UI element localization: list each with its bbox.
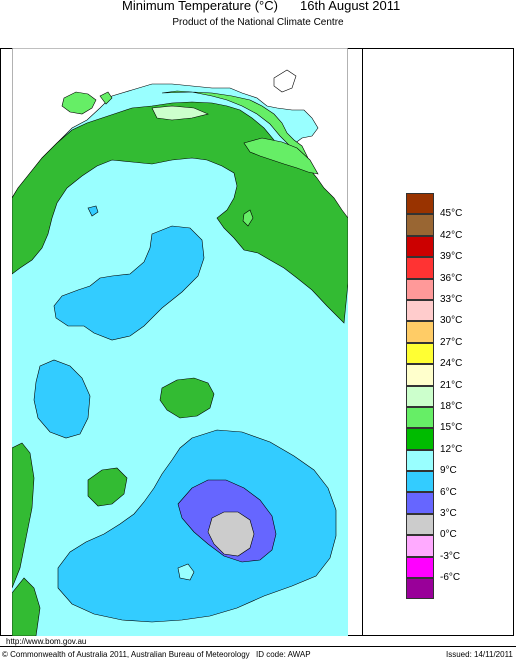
zone-12-15-southwest [12,577,41,636]
temperature-map [12,48,348,636]
legend-swatch [406,299,434,322]
zone-15-18-east [243,137,319,175]
legend-label: 45°C [440,208,463,220]
zone-6-9-islet [87,205,99,217]
legend-label: 3°C [440,508,457,519]
legend-swatch [406,449,434,472]
zone-12-15-east-small [242,209,254,227]
zone-0-3 [207,511,255,557]
legend-swatch [406,214,434,236]
legend-label: 33°C [440,294,463,305]
legend-label: -3°C [440,550,461,562]
legend-swatch [406,578,434,600]
legend-swatch [406,406,434,429]
legend-swatch [406,556,434,579]
zone-6-9-west [33,359,91,439]
footer-divider [0,646,516,647]
legend-swatch [406,513,434,536]
zone-12-15-central [159,377,215,419]
legend-label: 21°C [440,379,463,391]
legend-swatch [406,364,434,386]
frame-divider [362,48,363,636]
legend-label: 39°C [440,251,463,263]
legend-swatch [406,193,434,215]
zone-18-21-north [151,105,209,121]
legend-label: 9°C [440,465,457,477]
issued-text: Issued: 14/11/2011 [446,650,513,659]
zone-9-12-islet-south [177,563,195,581]
legend-label: 36°C [440,272,463,284]
zone-12-15-south [87,467,128,507]
title-date: 16th August 2011 [300,0,401,13]
legend-label: 42°C [440,229,463,241]
zone-15-18-island [99,91,113,105]
copyright-text: © Commonwealth of Australia 2011, Austra… [2,650,250,659]
legend-label: 30°C [440,315,463,327]
legend-swatch [406,385,434,407]
legend-label: 12°C [440,443,463,455]
legend-swatch [406,535,434,557]
legend-label: 15°C [440,422,463,434]
legend-swatch [406,257,434,279]
source-url[interactable]: http://www.bom.gov.au [6,637,87,646]
legend-swatch [406,342,434,365]
legend-label: 6°C [440,486,457,498]
title-text: Minimum Temperature (°C) [122,0,278,13]
zone-12-15-west [12,442,35,589]
legend: 45°C 42°C 39°C 36°C 33°C 30°C 27°C 24°C 21°C 18°C… [406,193,462,600]
legend-label: 0°C [440,529,457,541]
legend-label: 27°C [440,336,463,348]
legend-label: 24°C [440,358,463,370]
coastline-north-cape [273,69,297,93]
legend-label: 18°C [440,401,463,412]
legend-swatch [406,471,434,493]
id-code-text: ID code: AWAP [256,650,311,659]
legend-swatch [406,278,434,300]
map-subtitle: Product of the National Climate Centre [172,17,344,28]
zone-15-18-peninsula [61,91,97,115]
legend-swatch [406,492,434,514]
legend-swatch [406,235,434,258]
legend-swatch [406,428,434,450]
legend-label: -6°C [440,572,461,584]
legend-swatch [406,321,434,343]
zone-6-9-north [53,225,205,341]
